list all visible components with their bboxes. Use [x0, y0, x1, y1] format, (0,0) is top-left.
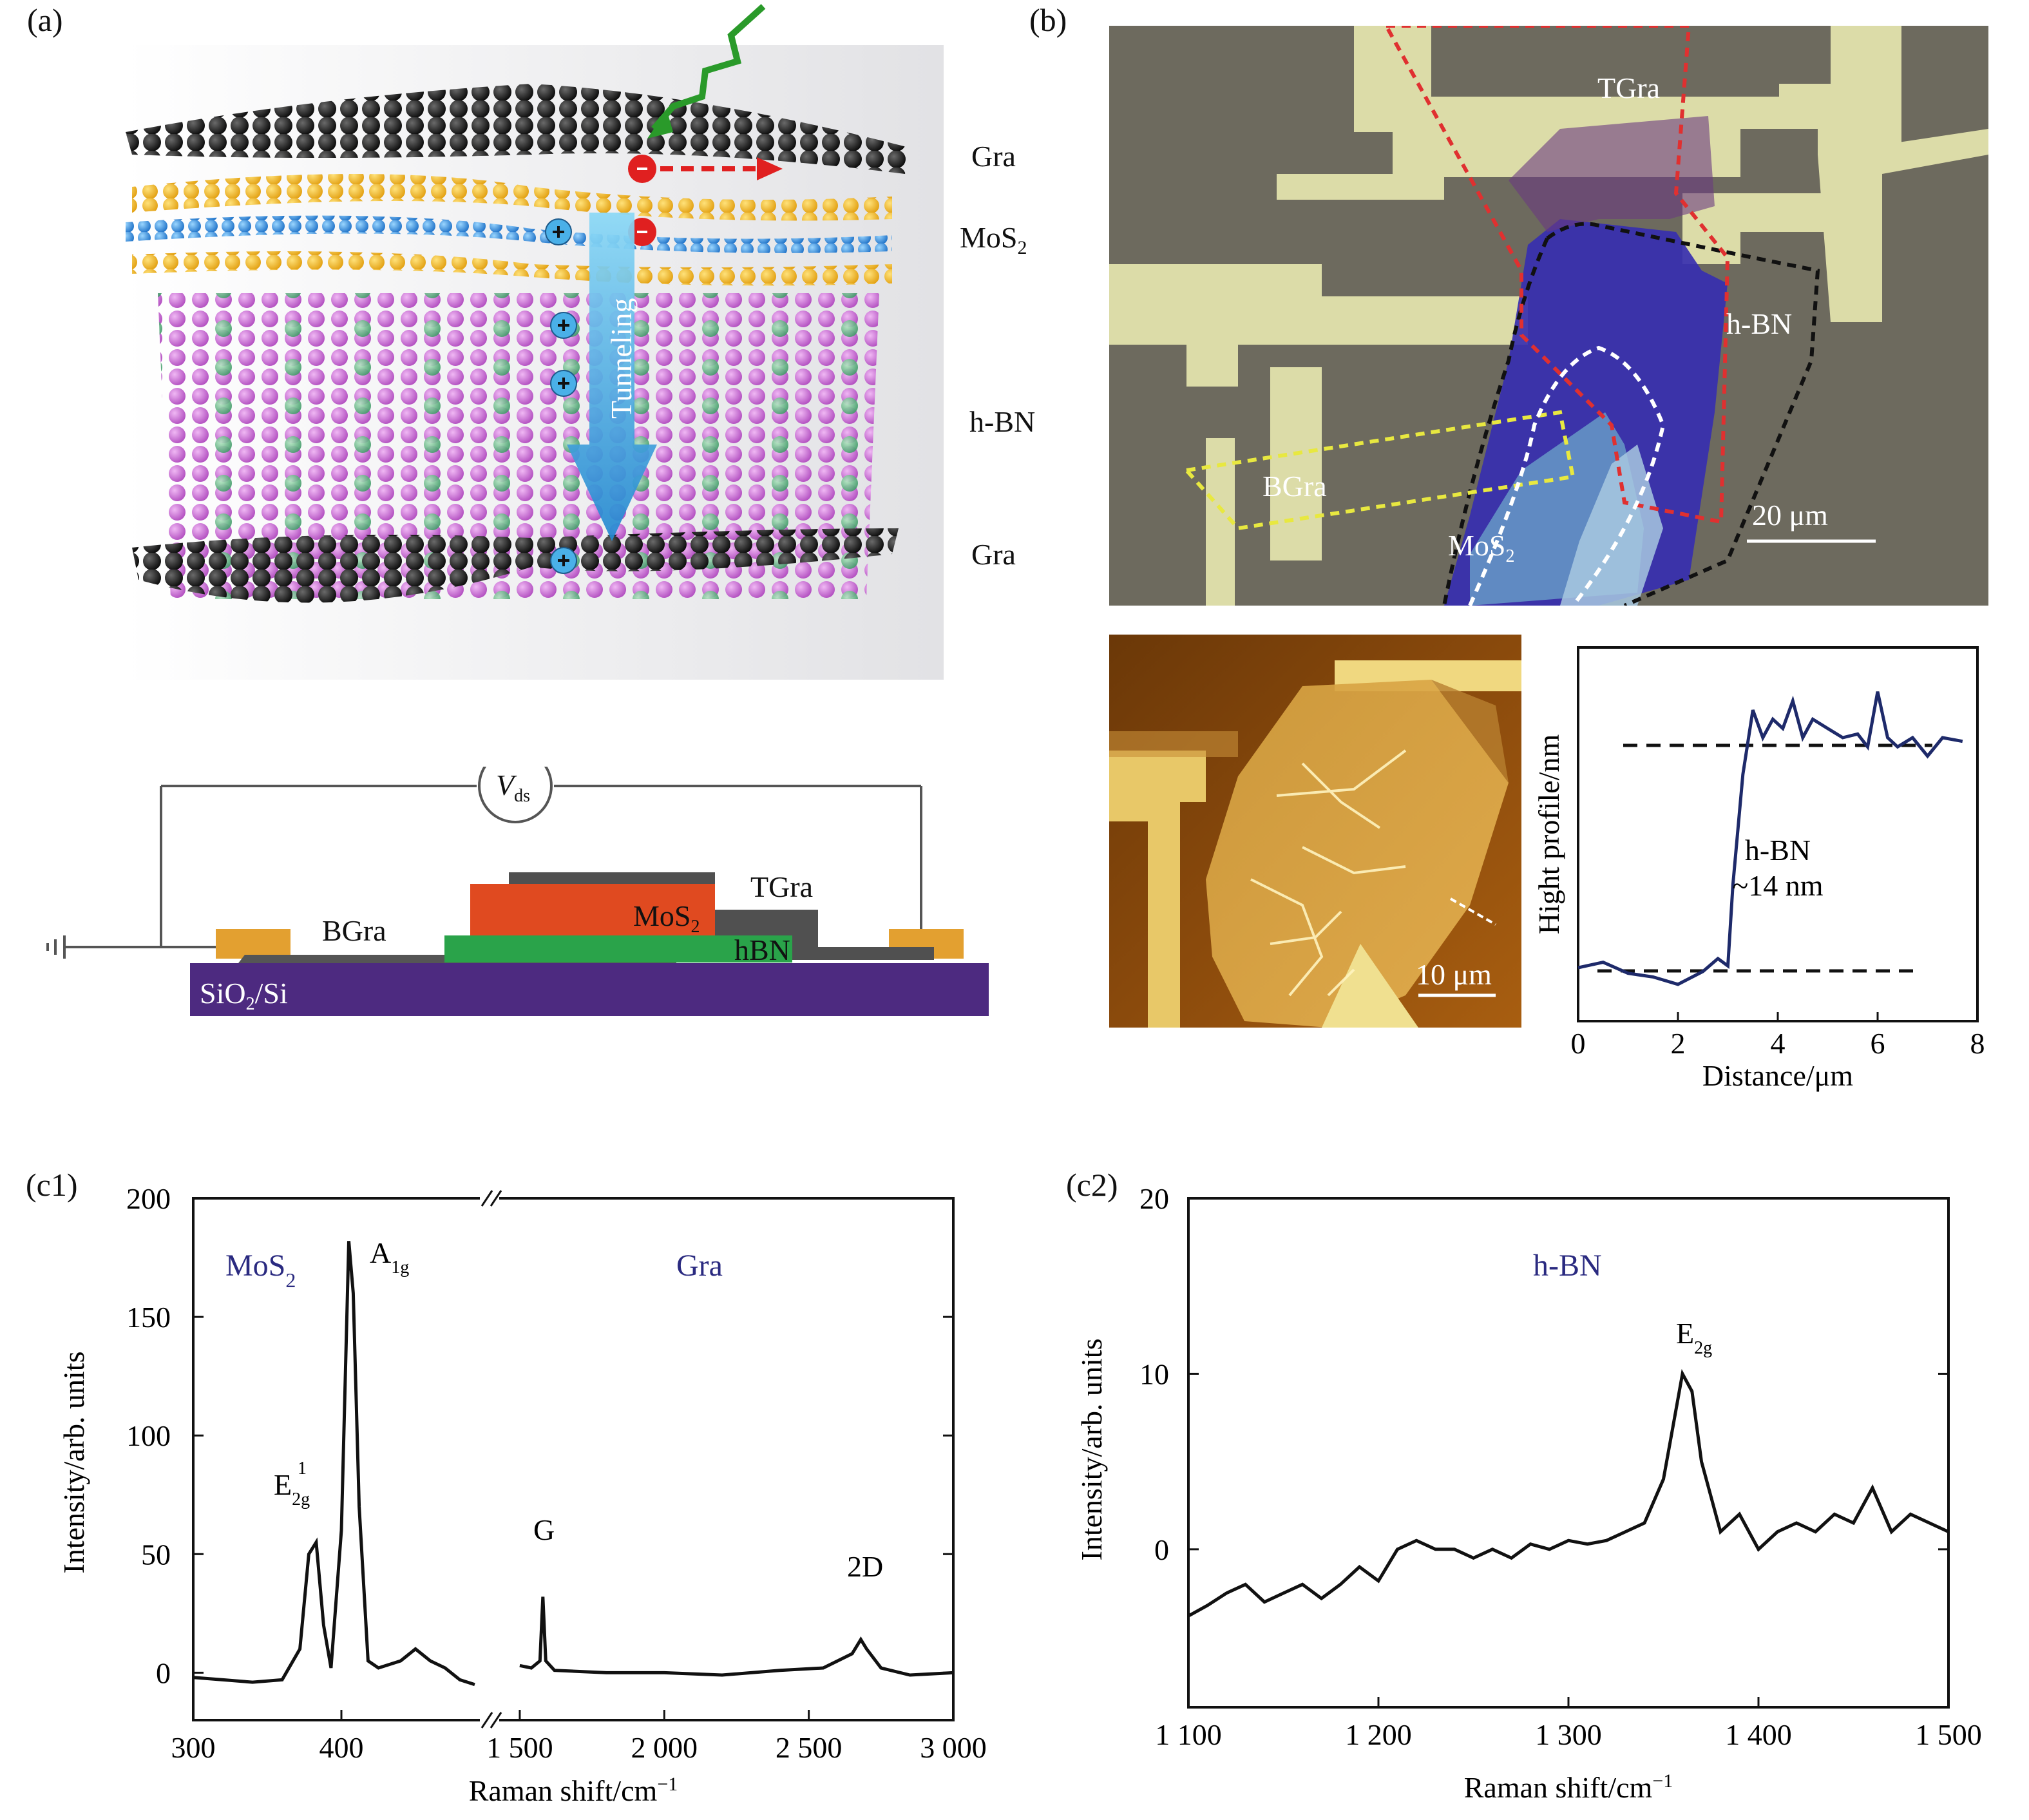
circuit-bgra-label: BGra — [322, 914, 386, 947]
c1-xtick-label: 3 000 — [920, 1731, 987, 1764]
c2-ytick-label: 0 — [1154, 1533, 1169, 1566]
circuit-mos2-label: MoS2 — [633, 899, 700, 937]
panel-c2-label: (c2) — [1066, 1167, 1118, 1203]
device-cross-section — [46, 767, 989, 1016]
layer-label-gra-bottom: Gra — [971, 538, 1016, 571]
c1-xtick-label: 400 — [319, 1731, 364, 1764]
c2-peak-e2g: E2g — [1676, 1317, 1712, 1358]
raman-curve-hbn — [1187, 1368, 1950, 1618]
optical-scale-bar-label: 20 μm — [1752, 499, 1828, 532]
tunneling-label: Tunneling — [605, 298, 638, 419]
layer-label-mos2: MoS2 — [960, 221, 1027, 259]
c2-xtick-label: 1 100 — [1155, 1718, 1222, 1751]
c1-ytick-label: 50 — [141, 1538, 171, 1571]
c2-ytick-label: 20 — [1139, 1182, 1169, 1215]
c1-ytick-label: 150 — [126, 1301, 171, 1334]
profile-ylabel: Hight profile/nm — [1533, 734, 1565, 935]
raman-curve-graphene — [519, 1596, 954, 1677]
profile-xlabel: Distance/μm — [1702, 1059, 1853, 1092]
profile-xtick-label: 4 — [1771, 1027, 1786, 1060]
c1-peak-g: G — [533, 1513, 555, 1546]
profile-curve — [1577, 691, 1963, 986]
c2-xlabel: Raman shift/cm−1 — [1464, 1770, 1673, 1805]
heterostructure-illustration: Tunneling — [126, 4, 944, 680]
c1-ytick-label: 0 — [156, 1656, 171, 1689]
panel-a-label: (a) — [27, 2, 63, 38]
optical-micrograph — [1109, 26, 1988, 606]
c1-peak-e2g: E2g — [274, 1468, 310, 1509]
raman-curve-mos2 — [193, 1241, 475, 1687]
c1-peak-2d: 2D — [847, 1550, 883, 1583]
c1-mos2-label: MoS2 — [225, 1249, 296, 1292]
profile-annotation-thickness: ~14 nm — [1732, 869, 1823, 902]
c1-xtick-label: 1 500 — [486, 1731, 553, 1764]
c1-ylabel: Intensity/arb. units — [57, 1352, 90, 1574]
optical-bgra-label: BGra — [1262, 470, 1327, 503]
c1-peak-e2g-sup: 1 — [298, 1459, 307, 1479]
c2-xtick-label: 1 200 — [1345, 1718, 1412, 1751]
c2-ytick-label: 10 — [1139, 1357, 1169, 1390]
profile-xtick-label: 6 — [1871, 1027, 1885, 1060]
c2-xtick-label: 1 500 — [1915, 1718, 1982, 1751]
profile-xtick-label: 2 — [1671, 1027, 1686, 1060]
c1-gra-label: Gra — [676, 1249, 723, 1283]
panel-c1-label: (c1) — [26, 1167, 78, 1203]
c1-ytick-label: 200 — [126, 1182, 171, 1215]
afm-image — [1109, 635, 1521, 1028]
c2-ylabel: Intensity/arb. units — [1075, 1339, 1108, 1561]
circuit-substrate-label: SiO2/Si — [200, 977, 288, 1015]
layer-label-gra-top: Gra — [971, 140, 1016, 173]
panel-b-label: (b) — [1029, 2, 1067, 38]
optical-hbn-label: h-BN — [1726, 307, 1793, 340]
circuit-hbn-label: hBN — [734, 934, 790, 966]
profile-xtick-label: 8 — [1970, 1027, 1985, 1060]
raman-hbn-chart: 0 10 20 1 100 1 200 1 300 1 400 1 500 Intensit… — [1075, 1182, 1982, 1805]
c1-xtick-label: 2 000 — [631, 1731, 698, 1764]
c2-xtick-label: 1 300 — [1535, 1718, 1602, 1751]
optical-mos2-label: MoS2 — [1448, 529, 1515, 567]
c1-peak-a1g: A1g — [370, 1236, 409, 1278]
circuit-tgra-label: TGra — [750, 870, 814, 903]
c2-hbn-label: h-BN — [1533, 1249, 1602, 1283]
profile-xtick-label: 0 — [1571, 1027, 1586, 1060]
c1-xlabel: Raman shift/cm−1 — [469, 1774, 678, 1808]
c1-xtick-label: 300 — [171, 1731, 216, 1764]
c2-xtick-label: 1 400 — [1725, 1718, 1792, 1751]
afm-scale-bar-label: 10 μm — [1416, 958, 1492, 991]
layer-label-hbn: h-BN — [969, 405, 1036, 438]
c1-xtick-label: 2 500 — [776, 1731, 843, 1764]
circuit-vds-label: Vds — [496, 769, 531, 807]
optical-tgra-label: TGra — [1597, 72, 1661, 104]
c1-ytick-label: 100 — [126, 1419, 171, 1452]
profile-annotation-hbn: h-BN — [1745, 834, 1811, 867]
